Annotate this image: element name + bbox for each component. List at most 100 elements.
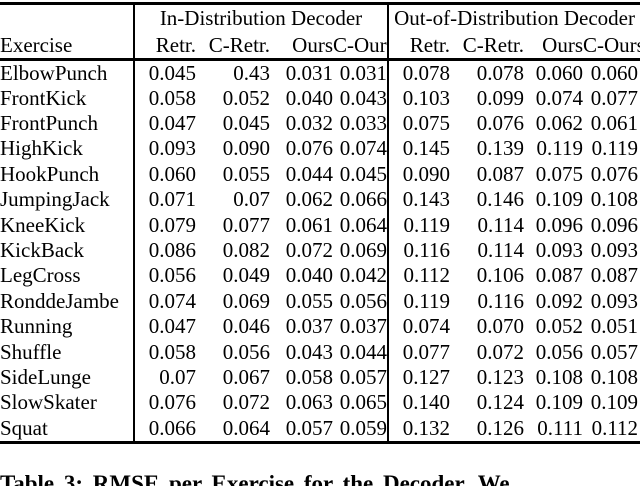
value-cell: 0.109 — [535, 390, 583, 415]
table-row: JumpingJack 0.071 0.07 0.062 0.066 0.143 0.146… — [0, 187, 640, 213]
value-cell: 0.143 — [387, 187, 450, 213]
exercise-name: KickBack — [0, 238, 84, 263]
value-cell: 0.093 — [535, 238, 583, 263]
exercise-name: RonddeJambe — [0, 288, 119, 313]
value-cell: 0.114 — [477, 238, 524, 263]
value-cell: 0.052 — [222, 85, 270, 110]
value-cell: 0.077 — [387, 339, 450, 365]
value-cell: 0.108 — [535, 364, 583, 389]
value-cell: 0.076 — [133, 390, 196, 416]
column-header-row: Exercise Retr. C-Retr. Ours C-Ours Retr.… — [0, 32, 640, 61]
group-header-row: In-Distribution Decoder Out-of-Distribut… — [0, 2, 640, 33]
value-cell: 0.057 — [339, 364, 387, 389]
value-cell: 0.087 — [476, 161, 524, 186]
value-cell: 0.106 — [476, 263, 524, 288]
value-cell: 0.077 — [222, 212, 270, 237]
value-cell: 0.07 — [233, 187, 270, 212]
value-cell: 0.109 — [535, 187, 583, 212]
table-header: In-Distribution Decoder Out-of-Distribut… — [0, 2, 640, 61]
value-cell: 0.069 — [222, 288, 270, 313]
value-cell: 0.044 — [285, 161, 333, 186]
value-cell: 0.072 — [285, 238, 333, 263]
value-cell: 0.124 — [476, 390, 524, 415]
value-cell: 0.051 — [590, 314, 639, 339]
table-row: SlowSkater 0.076 0.072 0.063 0.065 0.140 0.124… — [0, 390, 640, 416]
value-cell: 0.132 — [387, 415, 450, 444]
value-cell: 0.108 — [590, 187, 639, 212]
value-cell: 0.074 — [133, 288, 196, 315]
value-cell: 0.045 — [339, 161, 387, 186]
column-header-cretr-in: C-Retr. — [196, 32, 270, 61]
value-cell: 0.075 — [387, 110, 450, 137]
value-cell: 0.090 — [387, 161, 450, 188]
value-cell: 0.055 — [285, 288, 333, 313]
rmse-table: In-Distribution Decoder Out-of-Distribut… — [0, 2, 640, 444]
value-cell: 0.031 — [285, 60, 333, 85]
value-cell: 0.086 — [133, 237, 196, 264]
value-cell: 0.040 — [285, 85, 333, 110]
value-cell: 0.040 — [285, 263, 333, 288]
value-cell: 0.096 — [590, 212, 639, 237]
value-cell: 0.033 — [339, 111, 387, 136]
table-row: HighKick 0.093 0.090 0.076 0.074 0.145 0.139 0.… — [0, 136, 640, 162]
value-cell: 0.099 — [476, 85, 524, 110]
value-cell: 0.060 — [133, 161, 196, 188]
exercise-name: ElbowPunch — [0, 60, 108, 85]
value-cell: 0.139 — [476, 136, 524, 161]
exercise-name: FrontPunch — [0, 111, 99, 136]
value-cell: 0.096 — [535, 212, 583, 237]
value-cell: 0.045 — [222, 111, 270, 136]
value-cell: 0.090 — [222, 136, 270, 161]
exercise-name: HighKick — [0, 136, 83, 161]
value-cell: 0.112 — [583, 415, 640, 444]
column-header-cours-in: C-Ours — [333, 32, 388, 61]
value-cell: 0.070 — [476, 314, 524, 339]
value-cell: 0.056 — [339, 288, 387, 313]
value-cell: 0.074 — [339, 136, 387, 161]
value-cell: 0.061 — [285, 212, 333, 237]
value-cell: 0.43 — [233, 60, 270, 85]
exercise-name: LegCross — [0, 263, 81, 288]
value-cell: 0.112 — [387, 263, 450, 289]
value-cell: 0.043 — [285, 339, 333, 364]
value-cell: 0.074 — [535, 85, 583, 110]
value-cell: 0.045 — [133, 59, 196, 86]
value-cell: 0.114 — [477, 212, 524, 237]
exercise-name: FrontKick — [0, 85, 87, 110]
value-cell: 0.037 — [285, 314, 333, 339]
value-cell: 0.092 — [535, 288, 583, 313]
value-cell: 0.071 — [133, 187, 196, 213]
value-cell: 0.111 — [524, 415, 583, 444]
value-cell: 0.093 — [590, 288, 639, 313]
value-cell: 0.082 — [222, 238, 270, 263]
table-row: SideLunge 0.07 0.067 0.058 0.057 0.127 0.123 0.… — [0, 364, 640, 391]
value-cell: 0.056 — [133, 263, 196, 289]
value-cell: 0.109 — [590, 390, 639, 415]
value-cell: 0.127 — [387, 364, 450, 391]
value-cell: 0.062 — [285, 187, 333, 212]
value-cell: 0.069 — [339, 238, 387, 263]
table-row: FrontPunch 0.047 0.045 0.032 0.033 0.075 0.076… — [0, 110, 640, 137]
value-cell: 0.103 — [387, 85, 450, 111]
value-cell: 0.146 — [476, 187, 524, 212]
exercise-name: Shuffle — [0, 339, 62, 364]
value-cell: 0.061 — [590, 111, 639, 136]
column-header-ours-out: Ours — [524, 32, 583, 61]
empty-corner-cell — [0, 2, 134, 33]
value-cell: 0.047 — [133, 314, 196, 340]
value-cell: 0.140 — [387, 390, 450, 416]
value-cell: 0.052 — [535, 314, 583, 339]
value-cell: 0.078 — [476, 60, 524, 85]
table-row: KneeKick 0.079 0.077 0.061 0.064 0.119 0.114 0.… — [0, 212, 640, 238]
value-cell: 0.062 — [535, 111, 583, 136]
value-cell: 0.076 — [285, 136, 333, 161]
value-cell: 0.063 — [285, 390, 333, 415]
exercise-name: HookPunch — [0, 161, 100, 186]
table-row: FrontKick 0.058 0.052 0.040 0.043 0.103 0.099 0… — [0, 85, 640, 111]
value-cell: 0.074 — [387, 314, 450, 340]
value-cell: 0.055 — [222, 161, 270, 186]
value-cell: 0.087 — [590, 263, 639, 288]
value-cell: 0.056 — [535, 339, 583, 364]
exercise-name: JumpingJack — [0, 187, 110, 212]
value-cell: 0.119 — [536, 136, 583, 161]
